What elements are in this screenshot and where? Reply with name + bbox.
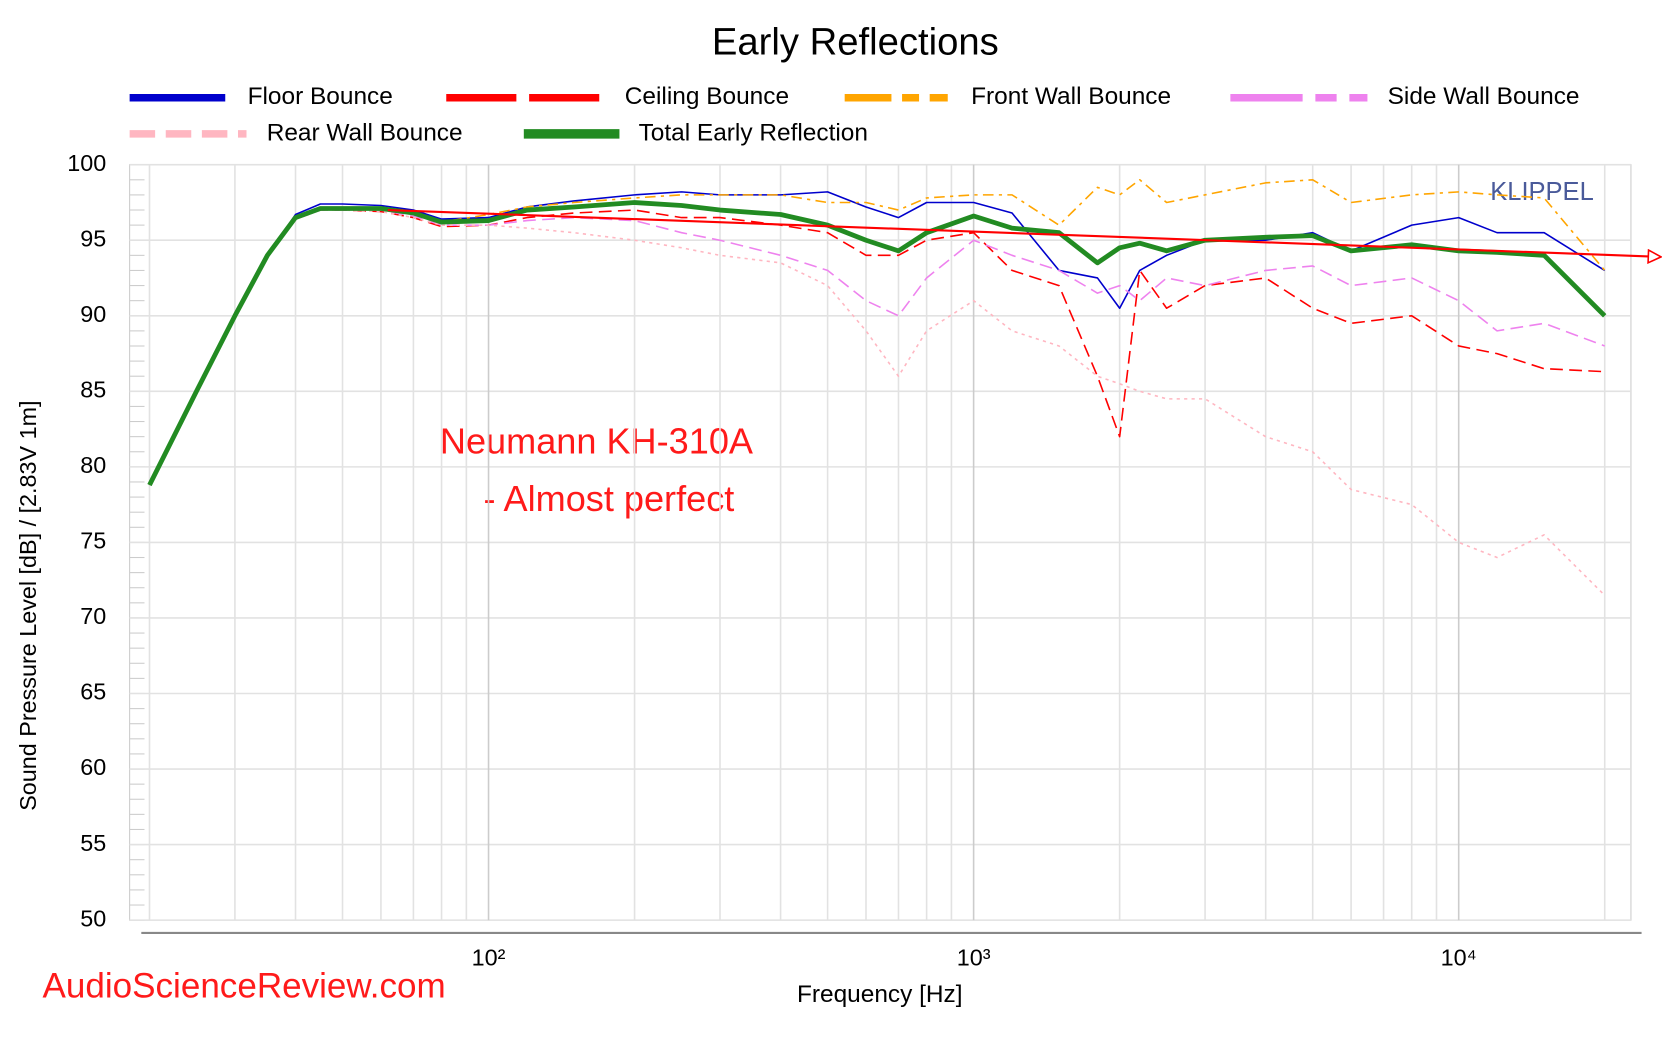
- trend-line: [387, 208, 1660, 257]
- overlay: [387, 208, 1660, 257]
- y-tick-label: 90: [80, 301, 106, 327]
- y-tick-label: 55: [80, 830, 106, 856]
- legend-label: Ceiling Bounce: [625, 83, 789, 110]
- y-tick-label: 70: [80, 603, 106, 629]
- y-tick-label: 65: [80, 679, 106, 705]
- legend-label: Total Early Reflection: [639, 119, 868, 146]
- x-axis-label: Frequency [Hz]: [797, 981, 963, 1008]
- chart-title: Early Reflections: [712, 21, 999, 64]
- legend-label: Rear Wall Bounce: [267, 119, 463, 146]
- legend: Floor Bounce Ceiling Bounce Front Wall Bou…: [129, 83, 1580, 146]
- annotation: Neumann KH-310A: [440, 421, 754, 462]
- annotation: - Almost perfect: [483, 478, 734, 519]
- legend-label: Floor Bounce: [248, 83, 393, 110]
- y-axis-label: Sound Pressure Level [dB] / [2.83V 1m]: [15, 400, 41, 810]
- chart-body: Early Reflections Frequency [Hz] Sound P…: [15, 21, 1660, 1008]
- series-line: [147, 200, 1607, 487]
- y-tick-label: 80: [80, 452, 106, 478]
- y-tick-label: 100: [67, 150, 106, 176]
- series-lines: [147, 178, 1607, 596]
- y-tick-label: 85: [80, 376, 106, 402]
- grid: 50 55 60 65 70 75 80 85 90 95 100 10² 10³ 10⁴: [67, 150, 1631, 971]
- x-tick-label: 10²: [472, 945, 506, 971]
- x-tick-label: 10³: [957, 945, 991, 971]
- series-line: [148, 178, 1606, 486]
- watermark: KLIPPEL: [1490, 178, 1593, 206]
- y-tick-label: 60: [80, 754, 106, 780]
- legend-label: Side Wall Bounce: [1388, 83, 1580, 110]
- legend-label: Front Wall Bounce: [971, 83, 1171, 110]
- source-watermark: AudioScienceReview.com: [43, 966, 446, 1005]
- x-tick-label: 10⁴: [1441, 945, 1477, 971]
- y-tick-label: 50: [80, 905, 106, 931]
- series-line: [148, 191, 1606, 486]
- y-tick-label: 95: [80, 225, 106, 251]
- y-tick-label: 75: [80, 528, 106, 554]
